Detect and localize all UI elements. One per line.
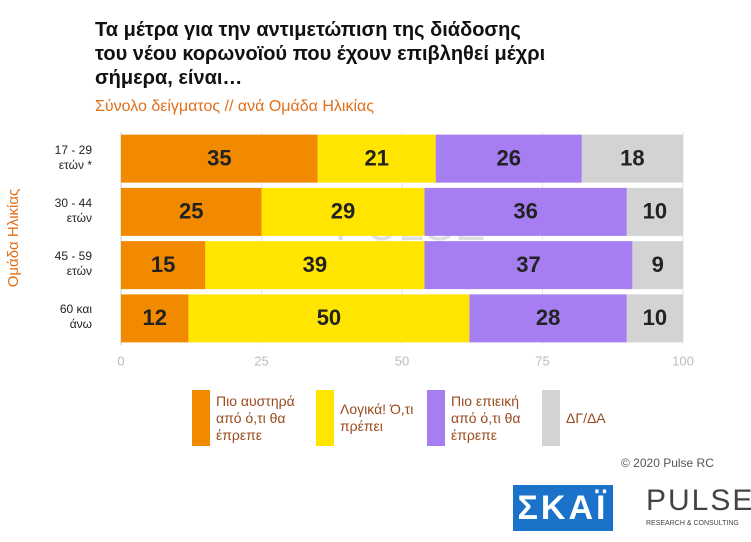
legend-label: Πιο αυστηρά από ό,τι θα έπρεπε [216, 392, 295, 443]
bar-segment [469, 294, 627, 343]
value-label: 36 [513, 199, 537, 224]
x-tick-label: 75 [535, 353, 549, 368]
logo-pulse-sub: RESEARCH & CONSULTING [646, 520, 739, 527]
bar-segment [121, 187, 262, 236]
legend-swatch [316, 390, 334, 446]
logo-skai: ΣΚΑΪ [513, 485, 613, 531]
value-label: 29 [331, 199, 355, 224]
legend-swatch [192, 390, 210, 446]
legend-label: Λογικά! Ό,τι πρέπει [340, 401, 414, 434]
y-tick-label: 17 - 29 ετών * [54, 142, 92, 172]
value-label: 9 [652, 252, 664, 277]
bar-segment [317, 134, 436, 183]
bar-segment [626, 187, 683, 236]
y-tick-label: 45 - 59 ετών [54, 249, 92, 279]
chart-title: Τα μέτρα για την αντιμετώπιση της διάδοσ… [95, 19, 546, 89]
y-tick-label: 60 και άνω [59, 302, 92, 332]
bar-segment [121, 294, 189, 343]
legend-swatch [542, 390, 560, 446]
bar-segment [121, 134, 318, 183]
value-label: 39 [303, 252, 327, 277]
bar-segment [205, 241, 425, 290]
value-label: 18 [620, 145, 644, 170]
value-label: 50 [317, 305, 341, 330]
bar-segment [632, 241, 683, 290]
legend-label: Πιο επιεική από ό,τι θα έπρεπε [451, 392, 521, 443]
x-tick-label: 100 [672, 353, 694, 368]
bar-segment [424, 241, 633, 290]
bar-segment [121, 241, 206, 290]
bar-segment [188, 294, 470, 343]
bar-segment [581, 134, 683, 183]
legend-label: ΔΓ/ΔΑ [566, 409, 606, 426]
bar-segment [261, 187, 425, 236]
value-label: 37 [516, 252, 540, 277]
value-label: 10 [643, 305, 667, 330]
logo-pulse: PULSE [646, 484, 751, 517]
x-tick-label: 25 [254, 353, 268, 368]
value-label: 25 [179, 199, 203, 224]
credit: © 2020 Pulse RC [621, 456, 714, 470]
x-tick-label: 0 [117, 353, 124, 368]
chart-subtitle: Σύνολο δείγματος // ανά Ομάδα Ηλικίας [95, 98, 374, 115]
value-label: 26 [497, 145, 521, 170]
y-tick-label: 30 - 44 ετών [54, 195, 92, 225]
y-axis-label: Ομάδα Ηλικίας [5, 189, 22, 288]
legend-swatch [427, 390, 445, 446]
value-label: 12 [142, 305, 166, 330]
x-tick-label: 50 [395, 353, 409, 368]
bar-segment [435, 134, 582, 183]
value-label: 10 [643, 199, 667, 224]
value-label: 15 [151, 252, 175, 277]
value-label: 21 [364, 145, 388, 170]
value-label: 28 [536, 305, 560, 330]
value-label: 35 [207, 145, 231, 170]
bar-segment [424, 187, 627, 236]
bar-segment [626, 294, 683, 343]
